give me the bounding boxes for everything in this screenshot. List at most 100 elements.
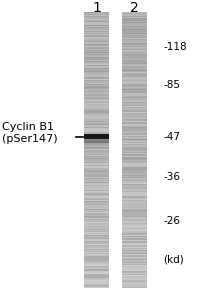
Bar [122,234,147,235]
Bar [84,120,109,121]
Bar [84,81,109,82]
Bar [84,202,109,203]
Bar [84,283,109,284]
Bar [122,92,147,93]
Bar [84,134,109,139]
Bar [122,59,147,60]
Bar [122,41,147,42]
Bar [84,141,109,142]
Bar [84,282,109,283]
Bar [122,272,147,273]
Bar [122,215,147,216]
Bar [84,21,109,22]
Bar [122,137,147,138]
Bar [84,182,109,183]
Bar [84,174,109,175]
Bar [122,263,147,264]
Bar [122,229,147,230]
Bar [84,37,109,38]
Bar [84,258,109,259]
Bar [122,221,147,222]
Bar [122,76,147,77]
Bar [84,220,109,221]
Bar [84,257,109,258]
Bar [84,161,109,162]
Bar [84,48,109,49]
Bar [122,196,147,197]
Bar [84,139,109,143]
Bar [122,236,147,237]
Bar [84,32,109,33]
Bar [84,251,109,252]
Bar [84,273,109,274]
Bar [84,147,109,148]
Bar [84,246,109,247]
Bar [84,31,109,32]
Bar [122,106,147,107]
Bar [122,256,147,257]
Bar [122,273,147,274]
Bar [122,36,147,37]
Bar [122,225,147,226]
Bar [122,223,147,224]
Bar [122,33,147,34]
Bar [84,204,109,205]
Bar [84,181,109,182]
Bar [84,127,109,128]
Bar [84,202,109,203]
Bar [84,51,109,52]
Bar [84,180,109,181]
Bar [84,59,109,60]
Bar [84,264,109,265]
Bar [122,200,147,201]
Bar [84,72,109,73]
Bar [122,127,147,128]
Bar [84,24,109,25]
Bar [84,235,109,236]
Bar [84,228,109,229]
Bar [122,239,147,240]
Bar [84,153,109,154]
Bar [84,225,109,226]
Bar [84,122,109,123]
Bar [122,82,147,83]
Bar [122,23,147,24]
Bar [84,206,109,207]
Bar [122,38,147,39]
Bar [122,179,147,180]
Bar [84,79,109,80]
Bar [122,126,147,127]
Bar [84,197,109,198]
Bar [122,172,147,173]
Bar [84,58,109,59]
Bar [122,285,147,286]
Bar [122,100,147,101]
Bar [84,231,109,232]
Bar [122,161,147,162]
Bar [122,185,147,186]
Bar [84,145,109,146]
Bar [84,207,109,208]
Bar [84,143,109,144]
Bar [84,209,109,210]
Text: -47: -47 [163,131,180,142]
Bar [122,96,147,97]
Bar [84,124,109,125]
Bar [122,208,147,209]
Bar [122,30,147,31]
Bar [84,102,109,103]
Bar [84,35,109,36]
Bar [84,234,109,235]
Bar [84,118,109,119]
Bar [84,61,109,62]
Bar [122,104,147,105]
Bar [122,176,147,177]
Bar [122,278,147,279]
Bar [122,112,147,113]
Bar [84,172,109,173]
Bar [122,232,147,233]
Bar [122,37,147,38]
Bar [122,22,147,23]
Bar [84,252,109,253]
Bar [84,281,109,282]
